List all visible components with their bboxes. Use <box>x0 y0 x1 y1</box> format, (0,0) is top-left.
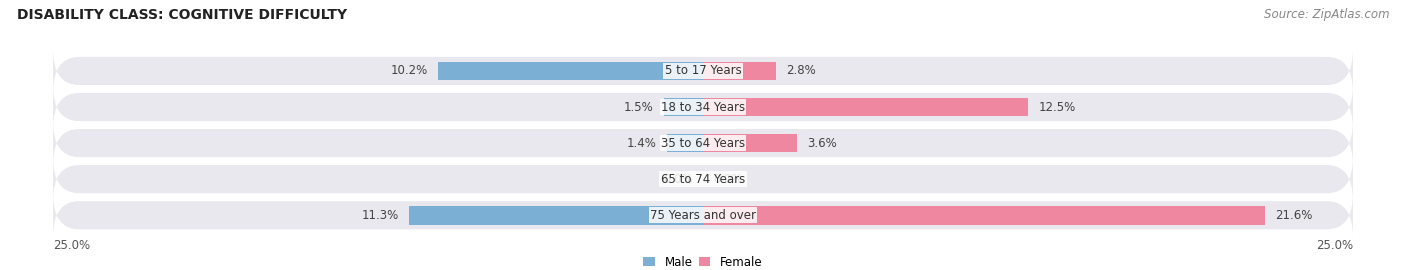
Text: DISABILITY CLASS: COGNITIVE DIFFICULTY: DISABILITY CLASS: COGNITIVE DIFFICULTY <box>17 8 347 22</box>
Text: 21.6%: 21.6% <box>1275 209 1312 222</box>
Text: 18 to 34 Years: 18 to 34 Years <box>661 100 745 113</box>
Text: 11.3%: 11.3% <box>361 209 399 222</box>
Text: 10.2%: 10.2% <box>391 65 427 77</box>
Bar <box>409 206 703 225</box>
Bar <box>703 98 1028 116</box>
FancyBboxPatch shape <box>53 121 1353 165</box>
Text: 65 to 74 Years: 65 to 74 Years <box>661 173 745 186</box>
Text: 1.5%: 1.5% <box>624 100 654 113</box>
Bar <box>703 62 776 80</box>
Bar <box>703 134 797 153</box>
Text: 0.0%: 0.0% <box>713 173 742 186</box>
Text: 1.4%: 1.4% <box>626 137 657 150</box>
Text: 25.0%: 25.0% <box>1316 239 1353 252</box>
FancyBboxPatch shape <box>53 49 1353 93</box>
Bar <box>703 206 1264 225</box>
FancyBboxPatch shape <box>53 85 1353 129</box>
Text: 3.6%: 3.6% <box>807 137 837 150</box>
Bar <box>437 62 703 80</box>
Bar <box>666 134 703 153</box>
Text: 25.0%: 25.0% <box>53 239 90 252</box>
Legend: Male, Female: Male, Female <box>638 251 768 270</box>
Text: 5 to 17 Years: 5 to 17 Years <box>665 65 741 77</box>
Text: Source: ZipAtlas.com: Source: ZipAtlas.com <box>1264 8 1389 21</box>
FancyBboxPatch shape <box>53 157 1353 201</box>
Text: 0.0%: 0.0% <box>664 173 693 186</box>
Text: 2.8%: 2.8% <box>786 65 815 77</box>
FancyBboxPatch shape <box>53 193 1353 237</box>
Bar <box>664 98 703 116</box>
Text: 12.5%: 12.5% <box>1039 100 1076 113</box>
Text: 35 to 64 Years: 35 to 64 Years <box>661 137 745 150</box>
Text: 75 Years and over: 75 Years and over <box>650 209 756 222</box>
